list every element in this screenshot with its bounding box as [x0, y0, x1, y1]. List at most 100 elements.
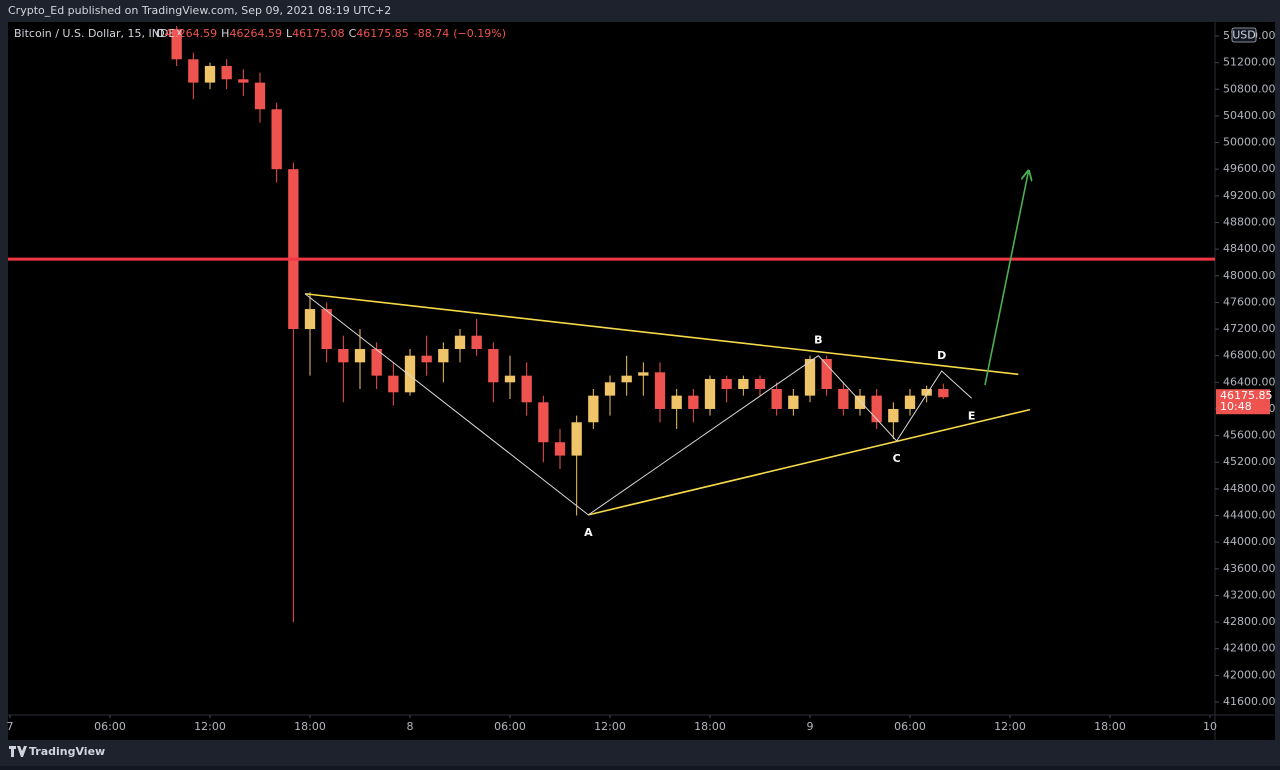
candle-body: [504, 375, 516, 383]
candle-body: [938, 388, 949, 398]
candle-body: [521, 375, 532, 403]
change-pct: (−0.19%): [453, 27, 506, 40]
currency-box: [1231, 27, 1257, 43]
ohlc-value: 46264.59: [165, 27, 218, 40]
candle-body: [921, 388, 932, 396]
candle-body: [554, 442, 566, 456]
x-tick-label: 12:00: [194, 720, 226, 733]
y-tick-label: 42400.00: [1223, 642, 1276, 655]
y-tick-label: 51200.00: [1223, 56, 1276, 69]
x-tick-label: 8: [407, 720, 414, 733]
candle-body: [288, 169, 299, 330]
candle-body: [454, 335, 466, 350]
candle-body: [371, 349, 382, 376]
x-tick-label: 12:00: [994, 720, 1026, 733]
ohlc-value: 46175.85: [356, 27, 409, 40]
breakout-arrow: [984, 172, 1028, 386]
candle-body: [654, 372, 666, 409]
y-tick-label: 50000.00: [1223, 136, 1276, 149]
wave-label: B: [814, 334, 822, 347]
y-tick-label: 50400.00: [1223, 109, 1276, 122]
wave-label: E: [968, 409, 976, 422]
candle-body: [738, 378, 749, 389]
candle-body: [621, 375, 632, 383]
y-tick-label: 46400.00: [1223, 375, 1276, 388]
x-tick-label: 12:00: [594, 720, 626, 733]
ohlc-value: 46264.59: [229, 27, 282, 40]
x-tick-label: 18:00: [694, 720, 726, 733]
ohlc-key: H: [221, 27, 229, 40]
wave-label: D: [937, 349, 946, 362]
candle-body: [338, 349, 349, 363]
candle-body: [721, 378, 732, 389]
candle-body: [254, 82, 266, 110]
y-tick-label: 47200.00: [1223, 322, 1276, 335]
y-tick-label: 44800.00: [1223, 482, 1276, 495]
candle-body: [404, 355, 416, 393]
brand-logo: [9, 746, 27, 757]
change: -88.74: [414, 27, 449, 40]
last-price-box: [1216, 389, 1270, 415]
symbol: Bitcoin / U.S. Dollar, 15, INDEX: [14, 27, 183, 40]
candle-body: [538, 402, 549, 443]
ohlc-legend: O46264.59 H46264.59 L46175.08 C46175.85 -88.…: [156, 27, 506, 40]
candle-body: [854, 395, 866, 409]
y-tick-label: 42000.00: [1223, 668, 1276, 681]
candle-body: [771, 388, 782, 409]
x-tick-label: 9: [807, 720, 814, 733]
candle-body: [904, 395, 916, 409]
lower-trendline: [588, 408, 1031, 516]
candle-body: [704, 378, 716, 409]
wave-label: A: [584, 526, 593, 539]
candle-body: [638, 372, 649, 376]
y-tick-label: 43600.00: [1223, 562, 1276, 575]
last-price: 46175.85: [1220, 389, 1273, 402]
countdown: 10:48: [1220, 400, 1252, 413]
candle-body: [471, 335, 482, 350]
candle-body: [238, 79, 249, 83]
candle-body: [388, 375, 399, 393]
y-tick-label: 47600.00: [1223, 295, 1276, 308]
candle-body: [804, 359, 816, 396]
y-tick-label: 48000.00: [1223, 269, 1276, 282]
candle-body: [888, 408, 899, 423]
y-tick-label: 43200.00: [1223, 588, 1276, 601]
y-tick-label: 48400.00: [1223, 242, 1276, 255]
y-tick-label: 44000.00: [1223, 535, 1276, 548]
x-tick-label: 06:00: [94, 720, 126, 733]
plot: A B C D E: [8, 25, 1215, 623]
y-tick-label: 49200.00: [1223, 189, 1276, 202]
y-tick-label: 45600.00: [1223, 429, 1276, 442]
y-tick-label: 50800.00: [1223, 82, 1276, 95]
x-tick-label: 18:00: [294, 720, 326, 733]
brand: TradingView: [29, 745, 105, 758]
candle-body: [354, 349, 366, 363]
wave-label: C: [893, 452, 901, 465]
wave-path: [304, 293, 973, 516]
candle-body: [588, 395, 599, 423]
x-tick-label: 06:00: [494, 720, 526, 733]
overlay: 41600.00 42000.00 42400.00 42800.00 43200.00…: [7, 27, 1276, 733]
ohlc-key: C: [349, 27, 357, 40]
candle-body: [271, 109, 282, 170]
y-tick-label: 45200.00: [1223, 455, 1276, 468]
y-tick-label: 49600.00: [1223, 162, 1276, 175]
x-tick-label: 10: [1203, 720, 1217, 733]
candle-body: [604, 382, 616, 396]
candle-body: [304, 309, 316, 330]
upper-trendline: [304, 292, 1019, 376]
candle-body: [438, 349, 449, 363]
candle-body: [221, 65, 232, 80]
publish-header: Crypto_Ed published on TradingView.com, …: [8, 4, 391, 17]
candle-body: [838, 388, 849, 409]
candle-body: [754, 378, 766, 389]
candle-body: [488, 349, 499, 383]
currency: USD: [1232, 29, 1256, 42]
plot-area: [8, 22, 1275, 740]
ohlc-key: L: [286, 27, 293, 40]
candle-body: [688, 395, 699, 409]
candle-body: [571, 422, 582, 456]
y-tick-label: 41600.00: [1223, 695, 1276, 708]
x-tick-label: 06:00: [894, 720, 926, 733]
